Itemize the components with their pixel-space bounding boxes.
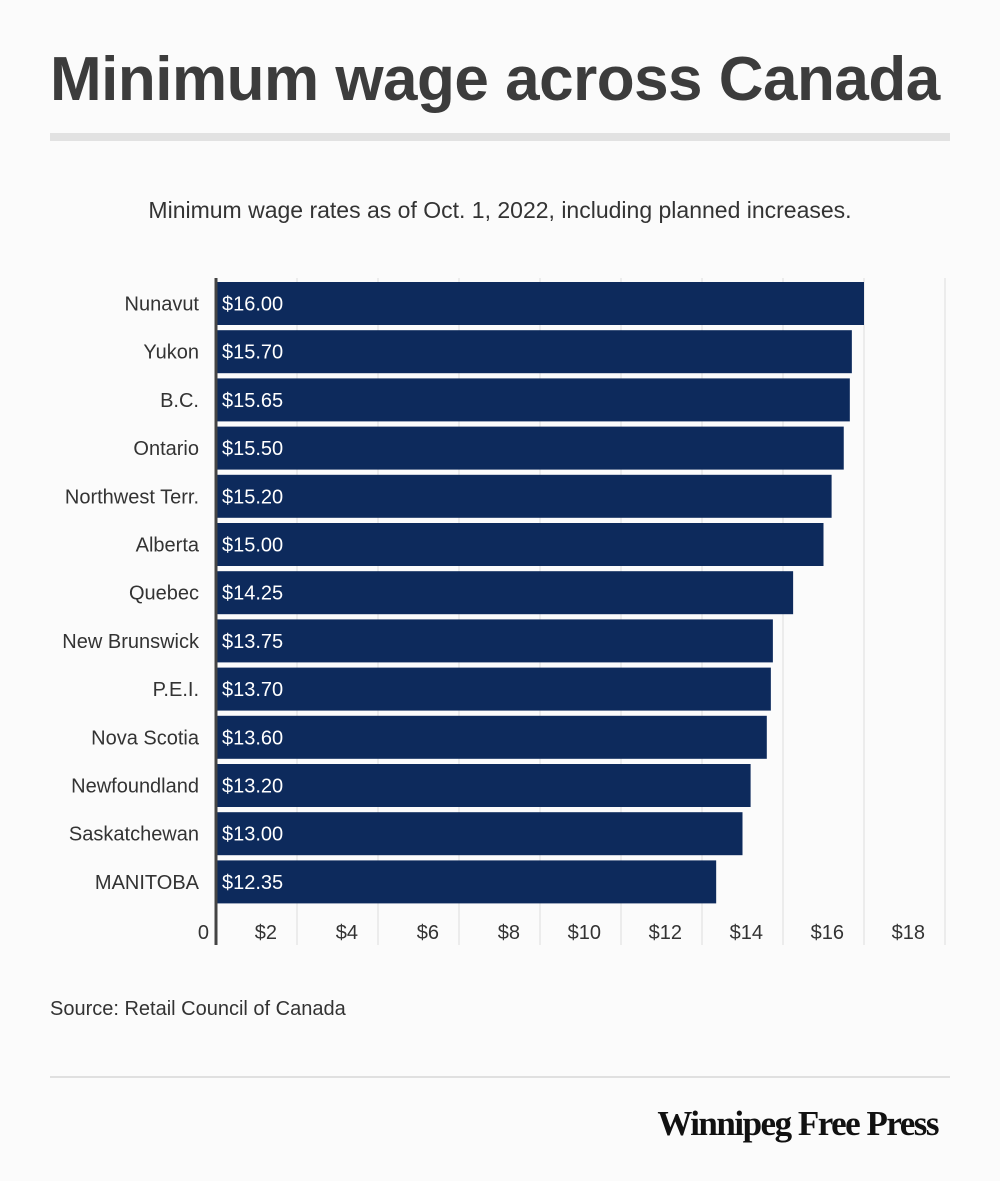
bar — [216, 571, 794, 615]
category-label: Ontario — [133, 438, 199, 460]
bar — [216, 330, 852, 374]
x-tick-label: $4 — [336, 922, 358, 944]
category-label: Yukon — [143, 342, 199, 364]
source-note: Source: Retail Council of Canada — [50, 998, 346, 1020]
chart-subtitle: Minimum wage rates as of Oct. 1, 2022, i… — [148, 197, 852, 223]
bar — [216, 426, 844, 470]
bar-value-label: $16.00 — [222, 294, 283, 316]
bar-value-label: $15.65 — [222, 390, 283, 412]
bar-value-label: $14.25 — [222, 583, 283, 605]
x-tick-labels: 0 $2 $4 $6 $8 $10 $12 $14 $16 $18 — [198, 922, 925, 944]
category-label: Alberta — [136, 535, 200, 557]
category-label: Northwest Terr. — [65, 486, 199, 508]
title-divider — [50, 133, 950, 141]
x-tick-label: $18 — [892, 922, 925, 944]
bar-value-label: $15.70 — [222, 342, 283, 364]
category-label: Nunavut — [125, 294, 200, 316]
x-tick-label: $12 — [649, 922, 682, 944]
x-tick-label: $6 — [417, 922, 439, 944]
x-tick-label: $2 — [255, 922, 277, 944]
bar-value-label: $15.20 — [222, 486, 283, 508]
category-labels: Nunavut Yukon B.C. Ontario Northwest Terr. Al… — [62, 294, 200, 894]
category-label: Quebec — [129, 583, 199, 605]
x-tick-label: 0 — [198, 922, 209, 944]
bar — [216, 812, 743, 856]
chart-title: Minimum wage across Canada — [50, 45, 940, 114]
category-label: Newfoundland — [71, 776, 199, 798]
x-tick-label: $10 — [568, 922, 601, 944]
bar — [216, 764, 751, 807]
data-labels: $16.00 $15.70 $15.65 $15.50 $15.20 $15.00 $14.… — [222, 294, 283, 894]
footer-divider — [50, 1076, 950, 1078]
bar — [216, 619, 773, 663]
bar — [216, 715, 767, 759]
x-tick-label: $16 — [811, 922, 844, 944]
category-label: B.C. — [160, 390, 199, 412]
x-tick-label: $8 — [498, 922, 520, 944]
bar — [216, 378, 850, 422]
category-label: P.E.I. — [153, 679, 199, 701]
bar — [216, 282, 864, 325]
category-label: New Brunswick — [62, 631, 200, 653]
bars — [216, 282, 864, 904]
category-label: Nova Scotia — [91, 727, 200, 749]
bar — [216, 523, 824, 566]
bar-value-label: $12.35 — [222, 872, 283, 894]
bar — [216, 860, 717, 904]
category-label: MANITOBA — [95, 872, 200, 894]
bar-value-label: $15.50 — [222, 438, 283, 460]
bar — [216, 667, 771, 711]
category-label: Saskatchewan — [69, 824, 199, 846]
bar-value-label: $13.00 — [222, 824, 283, 846]
bar-chart: Nunavut Yukon B.C. Ontario Northwest Terr. Al… — [62, 278, 946, 945]
bar-value-label: $13.70 — [222, 679, 283, 701]
bar-value-label: $15.00 — [222, 535, 283, 557]
bar-value-label: $13.20 — [222, 776, 283, 798]
x-tick-label: $14 — [730, 922, 763, 944]
bar — [216, 474, 832, 518]
winnipeg-free-press-logo: Winnipeg Free Press — [657, 1104, 939, 1143]
bar-value-label: $13.60 — [222, 727, 283, 749]
bar-value-label: $13.75 — [222, 631, 283, 653]
